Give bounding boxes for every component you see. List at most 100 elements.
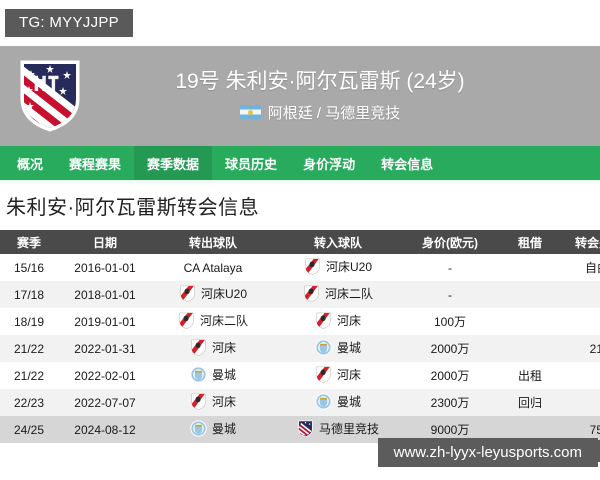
- cell-season: 22/23: [13, 395, 45, 410]
- column-header-fee: 转会费(欧元): [562, 230, 600, 254]
- cell-date: 2022-02-01: [74, 368, 136, 383]
- table-row[interactable]: 24/25 2024-08-12 曼城 马德里竞技 9000万 7500万: [0, 416, 600, 443]
- cell-from-club: CA Atalaya: [152, 254, 274, 281]
- man-city-logo-icon: [190, 365, 207, 383]
- cell-from-club-label: 河床: [211, 394, 236, 409]
- cell-loan: [498, 281, 562, 308]
- cell-loan: [498, 308, 562, 335]
- column-header-to-club: 转入球队: [274, 230, 402, 254]
- player-info: 19号 朱利安·阿尔瓦雷斯 (24岁) 阿根廷 / 马德里竞技: [100, 69, 600, 122]
- cell-from-club: 河床: [152, 335, 274, 362]
- column-header-from-club: 转出球队: [152, 230, 274, 254]
- tg-badge: TG: MYYJJPP: [5, 9, 133, 37]
- cell-fee: 2140万: [589, 342, 600, 356]
- cell-from-club: 河床U20: [152, 281, 274, 308]
- cell-to-club: 河床二队: [274, 281, 402, 308]
- river-plate-logo-icon: [316, 312, 331, 329]
- cell-from-club: 曼城: [152, 416, 274, 443]
- cell-market-value: 2300万: [430, 396, 470, 410]
- table-row[interactable]: 18/19 2019-01-01 河床二队 河床 100万 -: [0, 308, 600, 335]
- player-subtitle-row: 阿根廷 / 马德里竞技: [100, 102, 540, 123]
- cell-season: 21/22: [13, 341, 45, 356]
- cell-loan: [498, 254, 562, 281]
- table-row[interactable]: 21/22 2022-02-01 曼城 河床 2000万 出租 -: [0, 362, 600, 389]
- column-header-date: 日期: [58, 230, 152, 254]
- cell-to-club-wrap: 河床二队: [303, 285, 373, 302]
- cell-to-club-wrap: 马德里竞技: [296, 419, 379, 437]
- transfers-table-head: 赛季 日期 转出球队 转入球队 身价(欧元) 租借 转会费(欧元): [0, 230, 600, 254]
- cell-market-value: -: [448, 260, 452, 275]
- nav-item-overview[interactable]: 概况: [17, 156, 44, 172]
- cell-to-club-label: 河床: [336, 313, 361, 328]
- nav-item-fixtures[interactable]: 赛程赛果: [69, 156, 122, 172]
- site-watermark: www.zh-lyyx-leyusports.com: [377, 438, 598, 467]
- cell-to-club: 马德里竞技: [274, 416, 402, 443]
- main-navigation: 概况 赛程赛果 赛季数据 球员历史 身价浮动 转会信息: [0, 146, 600, 180]
- cell-to-club-label: 曼城: [336, 394, 361, 409]
- cell-fee: -: [562, 362, 600, 389]
- player-header: 19号 朱利安·阿尔瓦雷斯 (24岁) 阿根廷 / 马德里竞技: [0, 46, 600, 146]
- cell-to-club: 曼城: [274, 389, 402, 416]
- transfers-table-body: 15/16 2016-01-01 CA Atalaya 河床U20 - 自由转会 17/18…: [0, 254, 600, 443]
- cell-to-club-wrap: 曼城: [315, 392, 361, 410]
- cell-fee: 自由转会: [584, 261, 600, 275]
- cell-date: 2024-08-12: [74, 422, 136, 437]
- cell-from-club: 河床二队: [152, 308, 274, 335]
- cell-to-club-label: 河床: [336, 367, 361, 382]
- cell-from-club-label: 河床: [211, 340, 236, 355]
- cell-fee: 7500万: [589, 423, 600, 437]
- club-crest-wrap: [0, 46, 100, 146]
- column-header-loan: 租借: [498, 230, 562, 254]
- cell-to-club: 河床: [274, 308, 402, 335]
- cell-season: 15/16: [13, 260, 45, 275]
- cell-to-club-label: 河床二队: [324, 286, 373, 301]
- cell-market-value: 2000万: [430, 342, 470, 356]
- transfers-table: 赛季 日期 转出球队 转入球队 身价(欧元) 租借 转会费(欧元) 15/16 2…: [0, 230, 600, 443]
- nav-item-player-history[interactable]: 球员历史: [225, 156, 278, 172]
- cell-from-club-wrap: 河床U20: [179, 285, 247, 302]
- table-row[interactable]: 17/18 2018-01-01 河床U20 河床二队 - -: [0, 281, 600, 308]
- cell-to-club-label: 曼城: [336, 340, 361, 355]
- river-plate-logo-icon: [305, 258, 320, 275]
- player-name: 19号 朱利安·阿尔瓦雷斯 (24岁): [175, 70, 465, 94]
- cell-from-club-label: 曼城: [211, 367, 236, 382]
- cell-date: 2016-01-01: [74, 260, 136, 275]
- cell-to-club-label: 河床U20: [325, 259, 372, 274]
- cell-market-value: -: [448, 287, 452, 302]
- cell-from-club-wrap: 河床: [190, 393, 236, 410]
- column-header-season: 赛季: [0, 230, 58, 254]
- cell-to-club: 河床: [274, 362, 402, 389]
- nav-item-season-stats[interactable]: 赛季数据: [134, 146, 213, 180]
- river-plate-logo-icon: [304, 285, 319, 302]
- cell-season: 17/18: [13, 287, 45, 302]
- cell-from-club-label: 河床U20: [200, 286, 247, 301]
- river-plate-logo-icon: [179, 312, 194, 329]
- man-city-logo-icon: [315, 338, 332, 356]
- table-header-row: 赛季 日期 转出球队 转入球队 身价(欧元) 租借 转会费(欧元): [0, 230, 600, 254]
- cell-from-club-label: CA Atalaya: [183, 260, 243, 275]
- cell-fee: -: [562, 389, 600, 416]
- atletico-madrid-crest-icon: [20, 60, 80, 132]
- cell-date: 2022-01-31: [74, 341, 136, 356]
- cell-from-club: 曼城: [152, 362, 274, 389]
- cell-to-club-wrap: 河床: [315, 366, 361, 383]
- cell-from-club-label: 河床二队: [199, 313, 248, 328]
- right-edge-marker: [596, 440, 600, 462]
- nav-item-market-value[interactable]: 身价浮动: [303, 156, 356, 172]
- table-row[interactable]: 21/22 2022-01-31 河床 曼城 2000万 2140万: [0, 335, 600, 362]
- cell-to-club-wrap: 曼城: [315, 338, 361, 356]
- table-row[interactable]: 22/23 2022-07-07 河床 曼城 2300万 回归 -: [0, 389, 600, 416]
- cell-to-club-wrap: 河床U20: [304, 258, 372, 275]
- table-row[interactable]: 15/16 2016-01-01 CA Atalaya 河床U20 - 自由转会: [0, 254, 600, 281]
- nav-item-transfers[interactable]: 转会信息: [381, 156, 434, 172]
- player-subtitle: 阿根廷 / 马德里竞技: [267, 104, 401, 122]
- river-plate-logo-icon: [191, 339, 206, 356]
- cell-market-value: 2000万: [430, 369, 470, 383]
- river-plate-logo-icon: [180, 285, 195, 302]
- cell-season: 24/25: [13, 422, 45, 437]
- cell-season: 18/19: [13, 314, 45, 329]
- atletico-madrid-logo-icon: [296, 419, 314, 437]
- cell-market-value: 100万: [433, 315, 467, 329]
- cell-date: 2022-07-07: [74, 395, 136, 410]
- cell-from-club: 河床: [152, 389, 274, 416]
